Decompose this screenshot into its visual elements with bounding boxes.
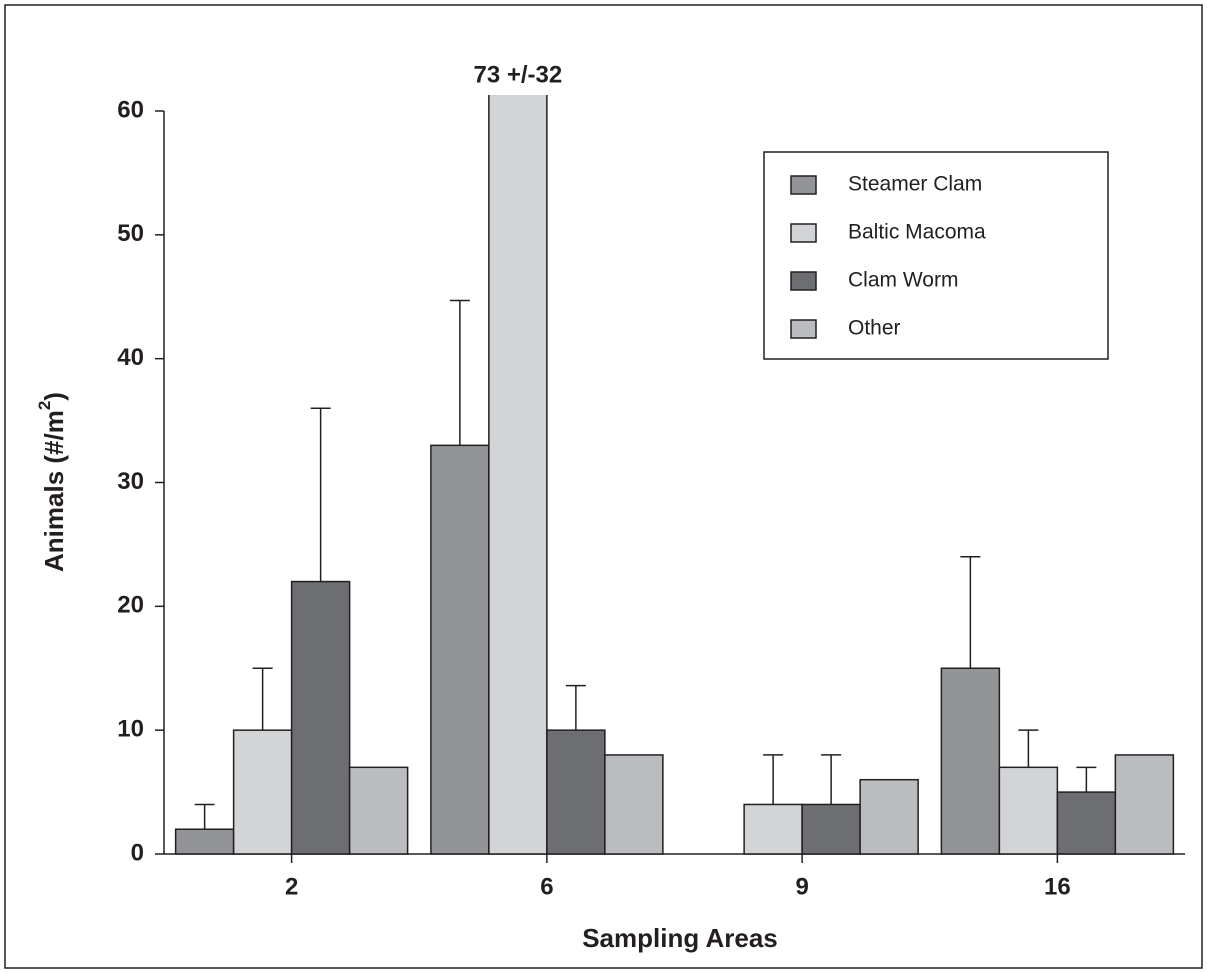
x-tick-label: 9: [795, 873, 808, 900]
x-axis-label: Sampling Areas: [582, 923, 778, 953]
x-tick-label: 6: [540, 873, 553, 900]
y-label-sup: 2: [35, 401, 54, 410]
bar: [488, 95, 548, 855]
x-tick-label: 16: [1044, 873, 1071, 900]
bar: [940, 667, 1001, 855]
y-tick-label: 50: [117, 220, 144, 247]
y-label-text: Animals (#/m: [39, 410, 69, 572]
legend-swatch: [790, 223, 817, 243]
y-tick-label: 30: [117, 468, 144, 495]
y-tick-label: 10: [117, 716, 144, 743]
bar: [348, 766, 409, 855]
y-label-end: ): [39, 392, 69, 401]
y-tick-label: 20: [117, 592, 144, 619]
bar: [290, 580, 351, 855]
bar: [430, 444, 490, 855]
bar: [604, 754, 664, 855]
x-tick-label: 2: [285, 873, 298, 900]
bar: [859, 778, 919, 855]
bar: [232, 729, 293, 855]
bars: [174, 95, 1175, 855]
bar: [1114, 754, 1175, 855]
y-axis-label: Animals (#/m2): [35, 392, 68, 572]
bar: [174, 828, 235, 855]
y-tick-label: 40: [117, 344, 144, 371]
legend-label: Baltic Macoma: [848, 221, 986, 244]
bar: [1056, 791, 1117, 855]
frame: [4, 4, 1203, 969]
bar: [998, 766, 1059, 855]
legend-label: Other: [848, 317, 901, 340]
legend-swatch: [790, 319, 817, 339]
legend-label: Clam Worm: [848, 269, 958, 292]
bar: [546, 729, 606, 855]
legend-swatch: [790, 175, 817, 195]
value-label: 73 +/-32: [474, 61, 563, 88]
legend-label: Steamer Clam: [848, 173, 982, 196]
y-tick-label: 0: [131, 839, 144, 866]
legend-box: [763, 151, 1109, 360]
bar: [801, 803, 861, 855]
bar: [743, 803, 803, 855]
y-tick-label: 60: [117, 96, 144, 123]
legend-swatch: [790, 271, 817, 291]
